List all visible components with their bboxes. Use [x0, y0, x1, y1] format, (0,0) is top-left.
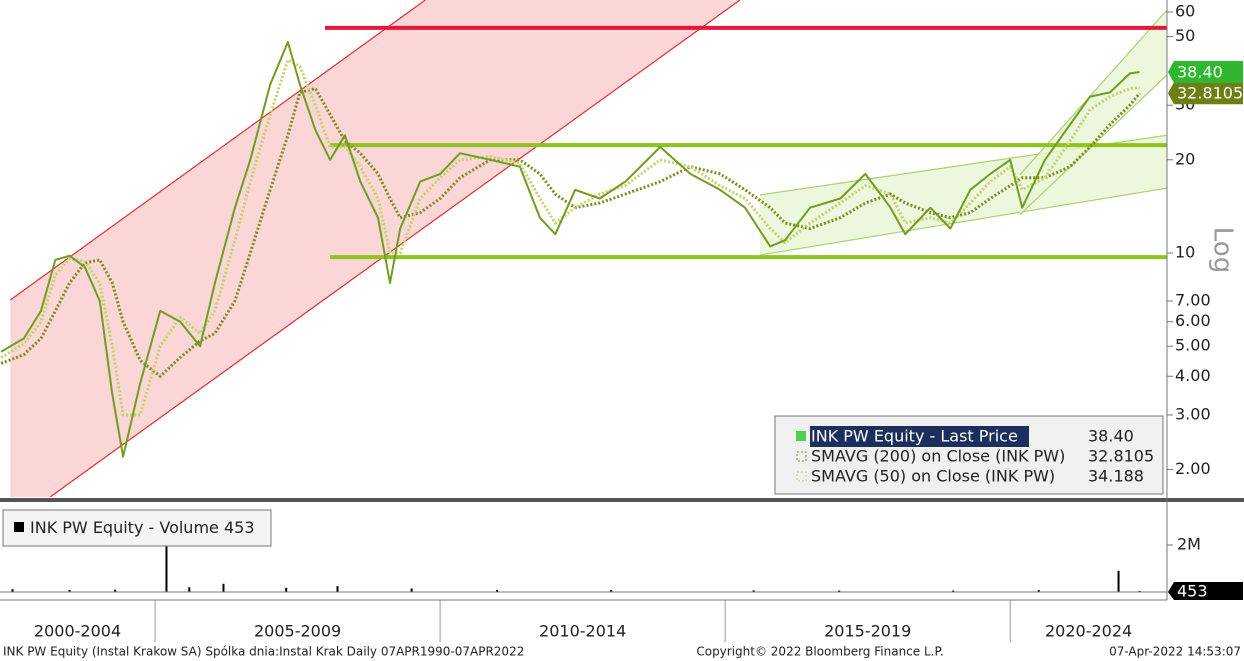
footer-center: Copyright© 2022 Bloomberg Finance L.P.: [696, 645, 943, 659]
x-tick-label: 2005-2009: [254, 622, 341, 641]
channel-fill: [759, 135, 1167, 256]
price-line: [0, 41, 1140, 458]
volume-bar: [336, 586, 339, 592]
channel-line: [49, 0, 741, 497]
volume-bar: [11, 589, 14, 592]
volume-legend: INK PW Equity - Volume 453: [2, 509, 272, 547]
legend-label: INK PW Equity - Volume 453: [30, 518, 255, 537]
channel-fill: [1019, 9, 1167, 215]
y-tick-label: 4.00: [1175, 366, 1211, 385]
legend-swatch: [796, 471, 807, 482]
y-tick-label: 10: [1175, 243, 1195, 262]
volume-bar: [68, 589, 71, 592]
volume-bar: [496, 589, 499, 592]
legend-box: [2, 509, 272, 547]
volume-bar: [165, 512, 168, 592]
volume-bar: [838, 590, 841, 592]
volume-bar: [610, 590, 613, 592]
channel-fill: [10, 0, 740, 497]
legend-value: 34.188: [1088, 467, 1144, 486]
y-tick-label: 60: [1175, 2, 1195, 21]
volume-bar: [114, 589, 117, 592]
volume-bar: [188, 587, 191, 592]
legend-label: SMAVG (50) on Close (INK PW): [811, 467, 1055, 486]
channel-line: [9, 0, 426, 301]
volume-badge-label: 453: [1177, 581, 1208, 600]
legend-swatch: [14, 522, 24, 532]
x-tick-label: 2010-2014: [539, 622, 626, 641]
y-tick-label: 5.00: [1175, 336, 1211, 355]
legend-highlight: [810, 426, 1029, 447]
y-tick-label: 2M: [1177, 534, 1201, 553]
moving-average-line: [0, 58, 1140, 417]
y-axis-label: Log: [1208, 227, 1238, 273]
price-badge: [1168, 61, 1243, 84]
volume-bar: [285, 587, 288, 592]
channel-line: [759, 187, 1167, 256]
plot-area: [9, 0, 1167, 497]
volume-bar: [1037, 590, 1040, 592]
y-tick-label: 7.00: [1175, 290, 1211, 309]
legend-value: 32.8105: [1088, 447, 1154, 466]
y-tick-label: 2.00: [1175, 459, 1211, 478]
x-tick-label: 2015-2019: [824, 622, 911, 641]
legend-swatch: [796, 431, 806, 441]
price-label: 38.40: [1177, 63, 1223, 82]
volume-bar: [222, 583, 225, 592]
legend-value: 453: [224, 518, 255, 537]
volume-badge: [1168, 581, 1243, 600]
axes: 60503020107.006.005.004.003.002.002000-2…: [0, 2, 1243, 642]
volume-bar: [952, 590, 955, 592]
x-tick-label: 2020-2024: [1045, 622, 1132, 641]
legend-label: INK PW Equity - Last Price: [811, 427, 1018, 446]
channel-line: [1019, 9, 1167, 176]
sma200-badge: [1168, 82, 1243, 105]
y-tick-label: 50: [1175, 26, 1195, 45]
legend-label: SMAVG (200) on Close (INK PW): [811, 447, 1065, 466]
plot-lines: [0, 41, 1141, 458]
legend-name: INK PW Equity - Volume: [30, 518, 219, 537]
volume-bar: [752, 590, 755, 592]
volume-bar: [1117, 570, 1120, 592]
volume-bar: [410, 588, 413, 592]
legend-value: 38.40: [1088, 427, 1134, 446]
y-tick-label: 3.00: [1175, 404, 1211, 423]
x-tick-label: 2000-2004: [34, 622, 121, 641]
legend: INK PW Equity - Last Price 38.40 SMAVG (…: [774, 415, 1164, 495]
y-tick-label: 6.00: [1175, 311, 1211, 330]
legend-swatch: [796, 451, 807, 462]
footer-right: 07-Apr-2022 14:53:07: [1109, 645, 1241, 659]
sma200-label: 32.8105: [1177, 84, 1243, 103]
y-tick-label: 20: [1175, 149, 1195, 168]
footer-left: INK PW Equity (Instal Krakow SA) Spólka …: [3, 645, 524, 659]
